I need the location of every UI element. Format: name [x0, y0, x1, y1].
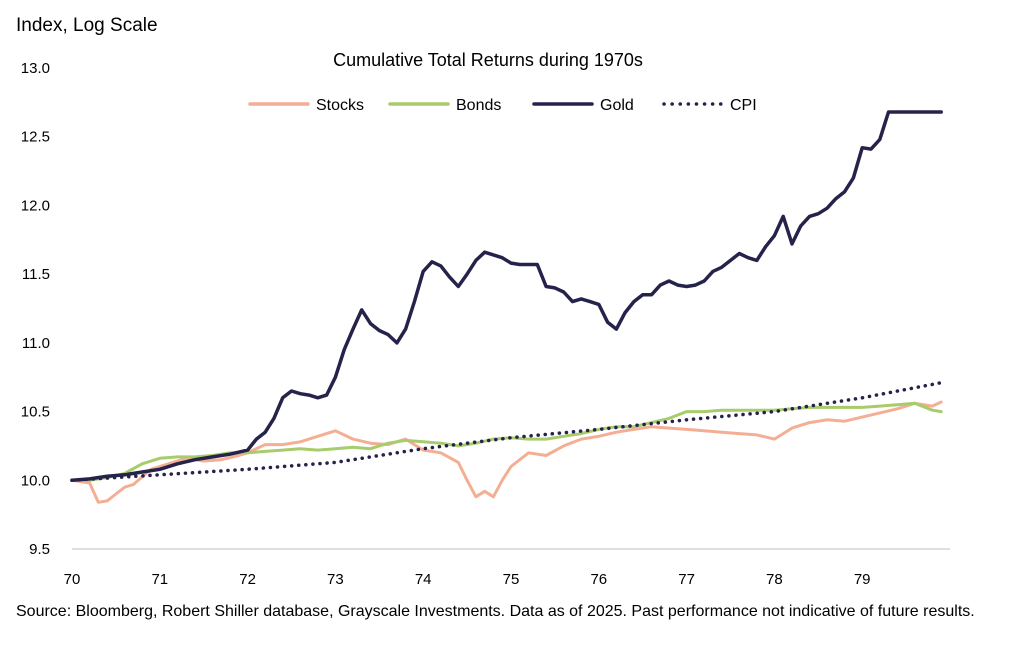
x-tick-label: 70 [64, 571, 81, 588]
y-tick-label: 12.0 [21, 197, 50, 214]
x-tick-label: 77 [678, 571, 695, 588]
y-tick-label: 11.5 [22, 266, 50, 283]
y-tick-label: 12.5 [21, 129, 50, 146]
y-tick-label: 10.5 [21, 404, 50, 421]
x-tick-label: 78 [766, 571, 783, 588]
chart-legend: Stocks Bonds Gold CPI [248, 97, 757, 114]
chart-series [70, 110, 943, 504]
x-tick-label: 73 [327, 571, 344, 588]
y-axis-title: Index, Log Scale [16, 15, 158, 36]
x-tick-label: 74 [415, 571, 432, 588]
x-tick-label: 75 [503, 571, 520, 588]
y-tick-label: 9.5 [29, 541, 50, 558]
chart-axes: 9.5 10.0 10.5 11.0 11.5 12.0 12.5 13.0 70 71 72 73 7… [21, 60, 950, 588]
series-line-bonds [70, 401, 943, 482]
legend-label-bonds: Bonds [456, 97, 501, 114]
y-tick-label: 13.0 [21, 60, 50, 77]
series-line-stocks [70, 400, 943, 504]
legend-label-cpi: CPI [730, 97, 757, 114]
source-note: Source: Bloomberg, Robert Shiller databa… [16, 603, 975, 620]
legend-label-gold: Gold [600, 97, 634, 114]
x-tick-label: 76 [590, 571, 607, 588]
series-line-gold [70, 110, 943, 483]
y-tick-label: 10.0 [21, 472, 50, 489]
x-tick-label: 79 [854, 571, 871, 588]
y-tick-label: 11.0 [22, 335, 50, 352]
series-line-cpi [70, 380, 943, 483]
chart-plot: 9.5 10.0 10.5 11.0 11.5 12.0 12.5 13.0 70 71 72 73 7… [21, 60, 950, 588]
x-tick-label: 72 [239, 571, 256, 588]
legend-label-stocks: Stocks [316, 97, 364, 114]
chart-title: Cumulative Total Returns during 1970s [333, 50, 643, 70]
x-tick-label: 71 [151, 571, 168, 588]
